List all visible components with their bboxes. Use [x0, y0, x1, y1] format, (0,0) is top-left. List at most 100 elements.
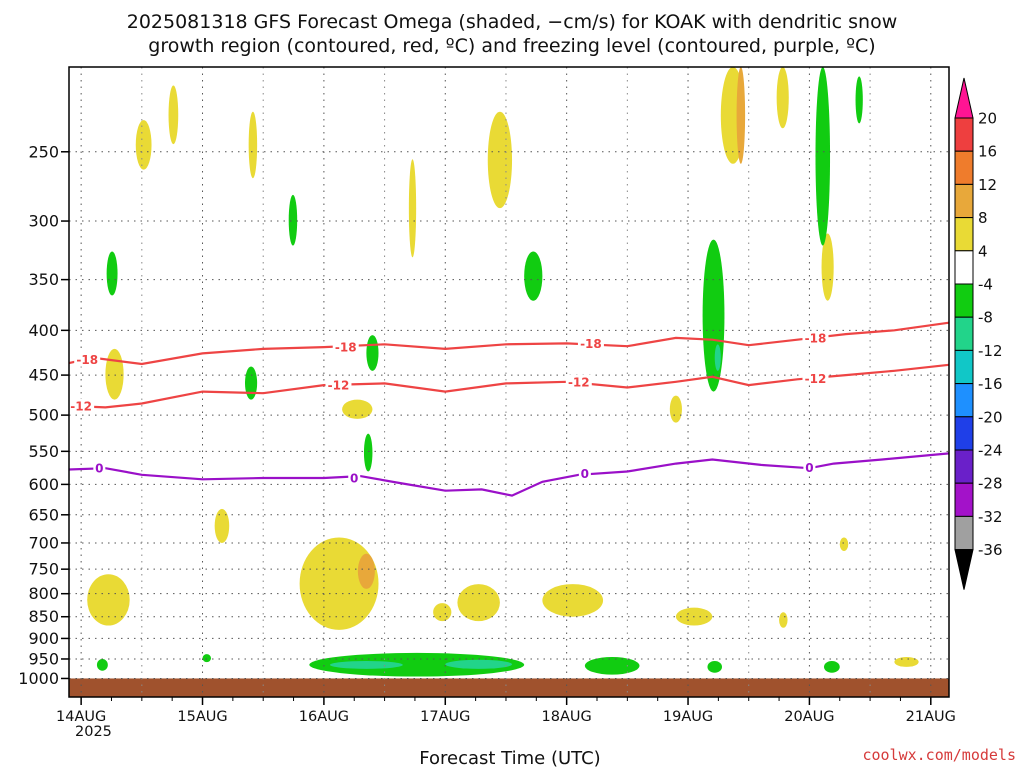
colorbar-box-13	[954, 515, 974, 551]
omega-region-34	[202, 654, 212, 663]
plot-frame	[68, 66, 950, 698]
colorbar-label-1: 16	[978, 143, 997, 161]
colorbar-label-4: 4	[978, 242, 988, 260]
contour-label-11: 0	[805, 461, 813, 475]
colorbar-bottom-arrow	[954, 549, 974, 590]
contour-label-bg	[325, 378, 352, 393]
y-tick-label-950: 950	[28, 649, 59, 668]
colorbar-box-5	[954, 250, 974, 285]
y-tick-label-450: 450	[28, 366, 59, 385]
x-axis-year-label: 2025	[75, 724, 112, 740]
contour-label-0: -18	[76, 353, 98, 367]
omega-region-2	[487, 111, 513, 209]
omega-region-11	[524, 251, 543, 301]
contour-label-bg	[348, 471, 361, 486]
omega-region-9	[106, 251, 118, 296]
site-credit[interactable]: coolwx.com/models	[862, 746, 1016, 764]
omega-region-10	[288, 194, 298, 246]
colorbar-box-8	[954, 349, 974, 385]
omega-region-23	[87, 574, 130, 626]
chart-title-line-1: 2025081318 GFS Forecast Omega (shaded, −…	[127, 11, 898, 33]
omega-region-14	[815, 67, 831, 246]
contour-label-1: -18	[335, 341, 357, 355]
omega-region-36	[329, 660, 403, 669]
x-axis-title: Forecast Time (UTC)	[419, 748, 600, 768]
y-axis: 250 300 350 400 450 500 550 600 650 700 750 800 850 9…	[18, 142, 69, 688]
colorbar-label-13: -36	[978, 541, 1003, 559]
colorbar-box-6	[954, 283, 974, 318]
y-tick-label-350: 350	[28, 270, 59, 289]
y-tick-label-700: 700	[28, 533, 59, 552]
colorbar-label-9: -20	[978, 408, 1003, 426]
contour-label-bg	[565, 374, 592, 389]
contour-label-bg	[577, 336, 604, 351]
omega-region-37	[445, 659, 513, 669]
contour-label-8: 0	[95, 462, 103, 476]
y-tick-label-600: 600	[28, 475, 59, 494]
omega-region-13	[714, 344, 721, 371]
contour-label-3: -18	[805, 331, 827, 345]
x-tick-label-18AUG: 18AUG	[542, 709, 592, 725]
omega-region-28	[542, 584, 604, 617]
omega-region-6	[776, 67, 789, 129]
omega-region-12	[702, 239, 725, 392]
colorbar-label-8: -16	[978, 375, 1003, 393]
x-tick-label-19AUG: 19AUG	[663, 709, 713, 725]
colorbar-label-3: 8	[978, 209, 988, 227]
colorbar-label-2: 12	[978, 176, 997, 194]
contour-label-2: -18	[580, 337, 602, 351]
colorbar-box-4	[954, 217, 974, 252]
omega-region-1	[248, 111, 258, 179]
omega-region-18	[363, 433, 373, 472]
colorbar-label-0: 20	[978, 110, 997, 128]
colorbar-box-11	[954, 449, 974, 484]
x-tick-label-16AUG: 16AUG	[299, 709, 349, 725]
omega-region-19	[105, 348, 124, 400]
contour-label-bg	[93, 461, 106, 476]
colorbar-label-7: -12	[978, 342, 1003, 360]
contour-label-bg	[332, 340, 359, 355]
contour-label-10: 0	[581, 467, 589, 481]
contour-label-bg	[802, 330, 829, 345]
ground-fill	[69, 678, 949, 697]
y-tick-label-300: 300	[28, 212, 59, 231]
omega-region-32	[894, 656, 919, 667]
contour-label-bg	[74, 352, 101, 367]
y-tick-label-900: 900	[28, 629, 59, 648]
y-tick-label-800: 800	[28, 584, 59, 603]
omega-region-33	[96, 658, 108, 671]
omega-region-38	[584, 656, 640, 675]
x-axis: 14AUG 15AUG 16AUG 17AUG 18AUG 19AUG 20AUG 21AUG	[56, 697, 956, 725]
contour-label-bg	[578, 466, 591, 481]
omega-region-35	[309, 652, 525, 677]
x-tick-label-21AUG: 21AUG	[906, 709, 956, 725]
omega-region-25	[357, 553, 375, 589]
y-tick-label-750: 750	[28, 560, 59, 579]
y-tick-label-850: 850	[28, 607, 59, 626]
contour-label-6: -12	[568, 375, 590, 389]
colorbar-box-3	[954, 183, 974, 219]
omega-region-24	[299, 537, 379, 630]
omega-region-3	[408, 159, 417, 258]
colorbar-label-5: -4	[978, 276, 993, 294]
colorbar: 20 16 12 8 4 -4 -8 -12 -16 -20 -24 -28 -32 -36	[954, 77, 1003, 590]
contour-label-bg	[803, 460, 816, 475]
omega-region-21	[669, 395, 682, 423]
omega-region-39	[707, 660, 723, 673]
y-tick-label-250: 250	[28, 142, 59, 161]
colorbar-label-12: -32	[978, 508, 1003, 526]
x-tick-label-14AUG: 14AUG	[56, 709, 106, 725]
omega-region-5	[736, 67, 746, 164]
omega-region-22	[214, 508, 230, 543]
colorbar-box-10	[954, 416, 974, 451]
colorbar-box-12	[954, 482, 974, 517]
y-tick-label-500: 500	[28, 406, 59, 425]
contour-label-9: 0	[350, 472, 358, 486]
contour-label-bg	[68, 398, 95, 413]
x-tick-label-20AUG: 20AUG	[784, 709, 834, 725]
x-tick-label-15AUG: 15AUG	[177, 709, 227, 725]
colorbar-label-6: -8	[978, 309, 993, 327]
omega-region-27	[457, 584, 500, 622]
contour-label-bg	[802, 371, 829, 386]
omega-region-31	[839, 537, 849, 552]
